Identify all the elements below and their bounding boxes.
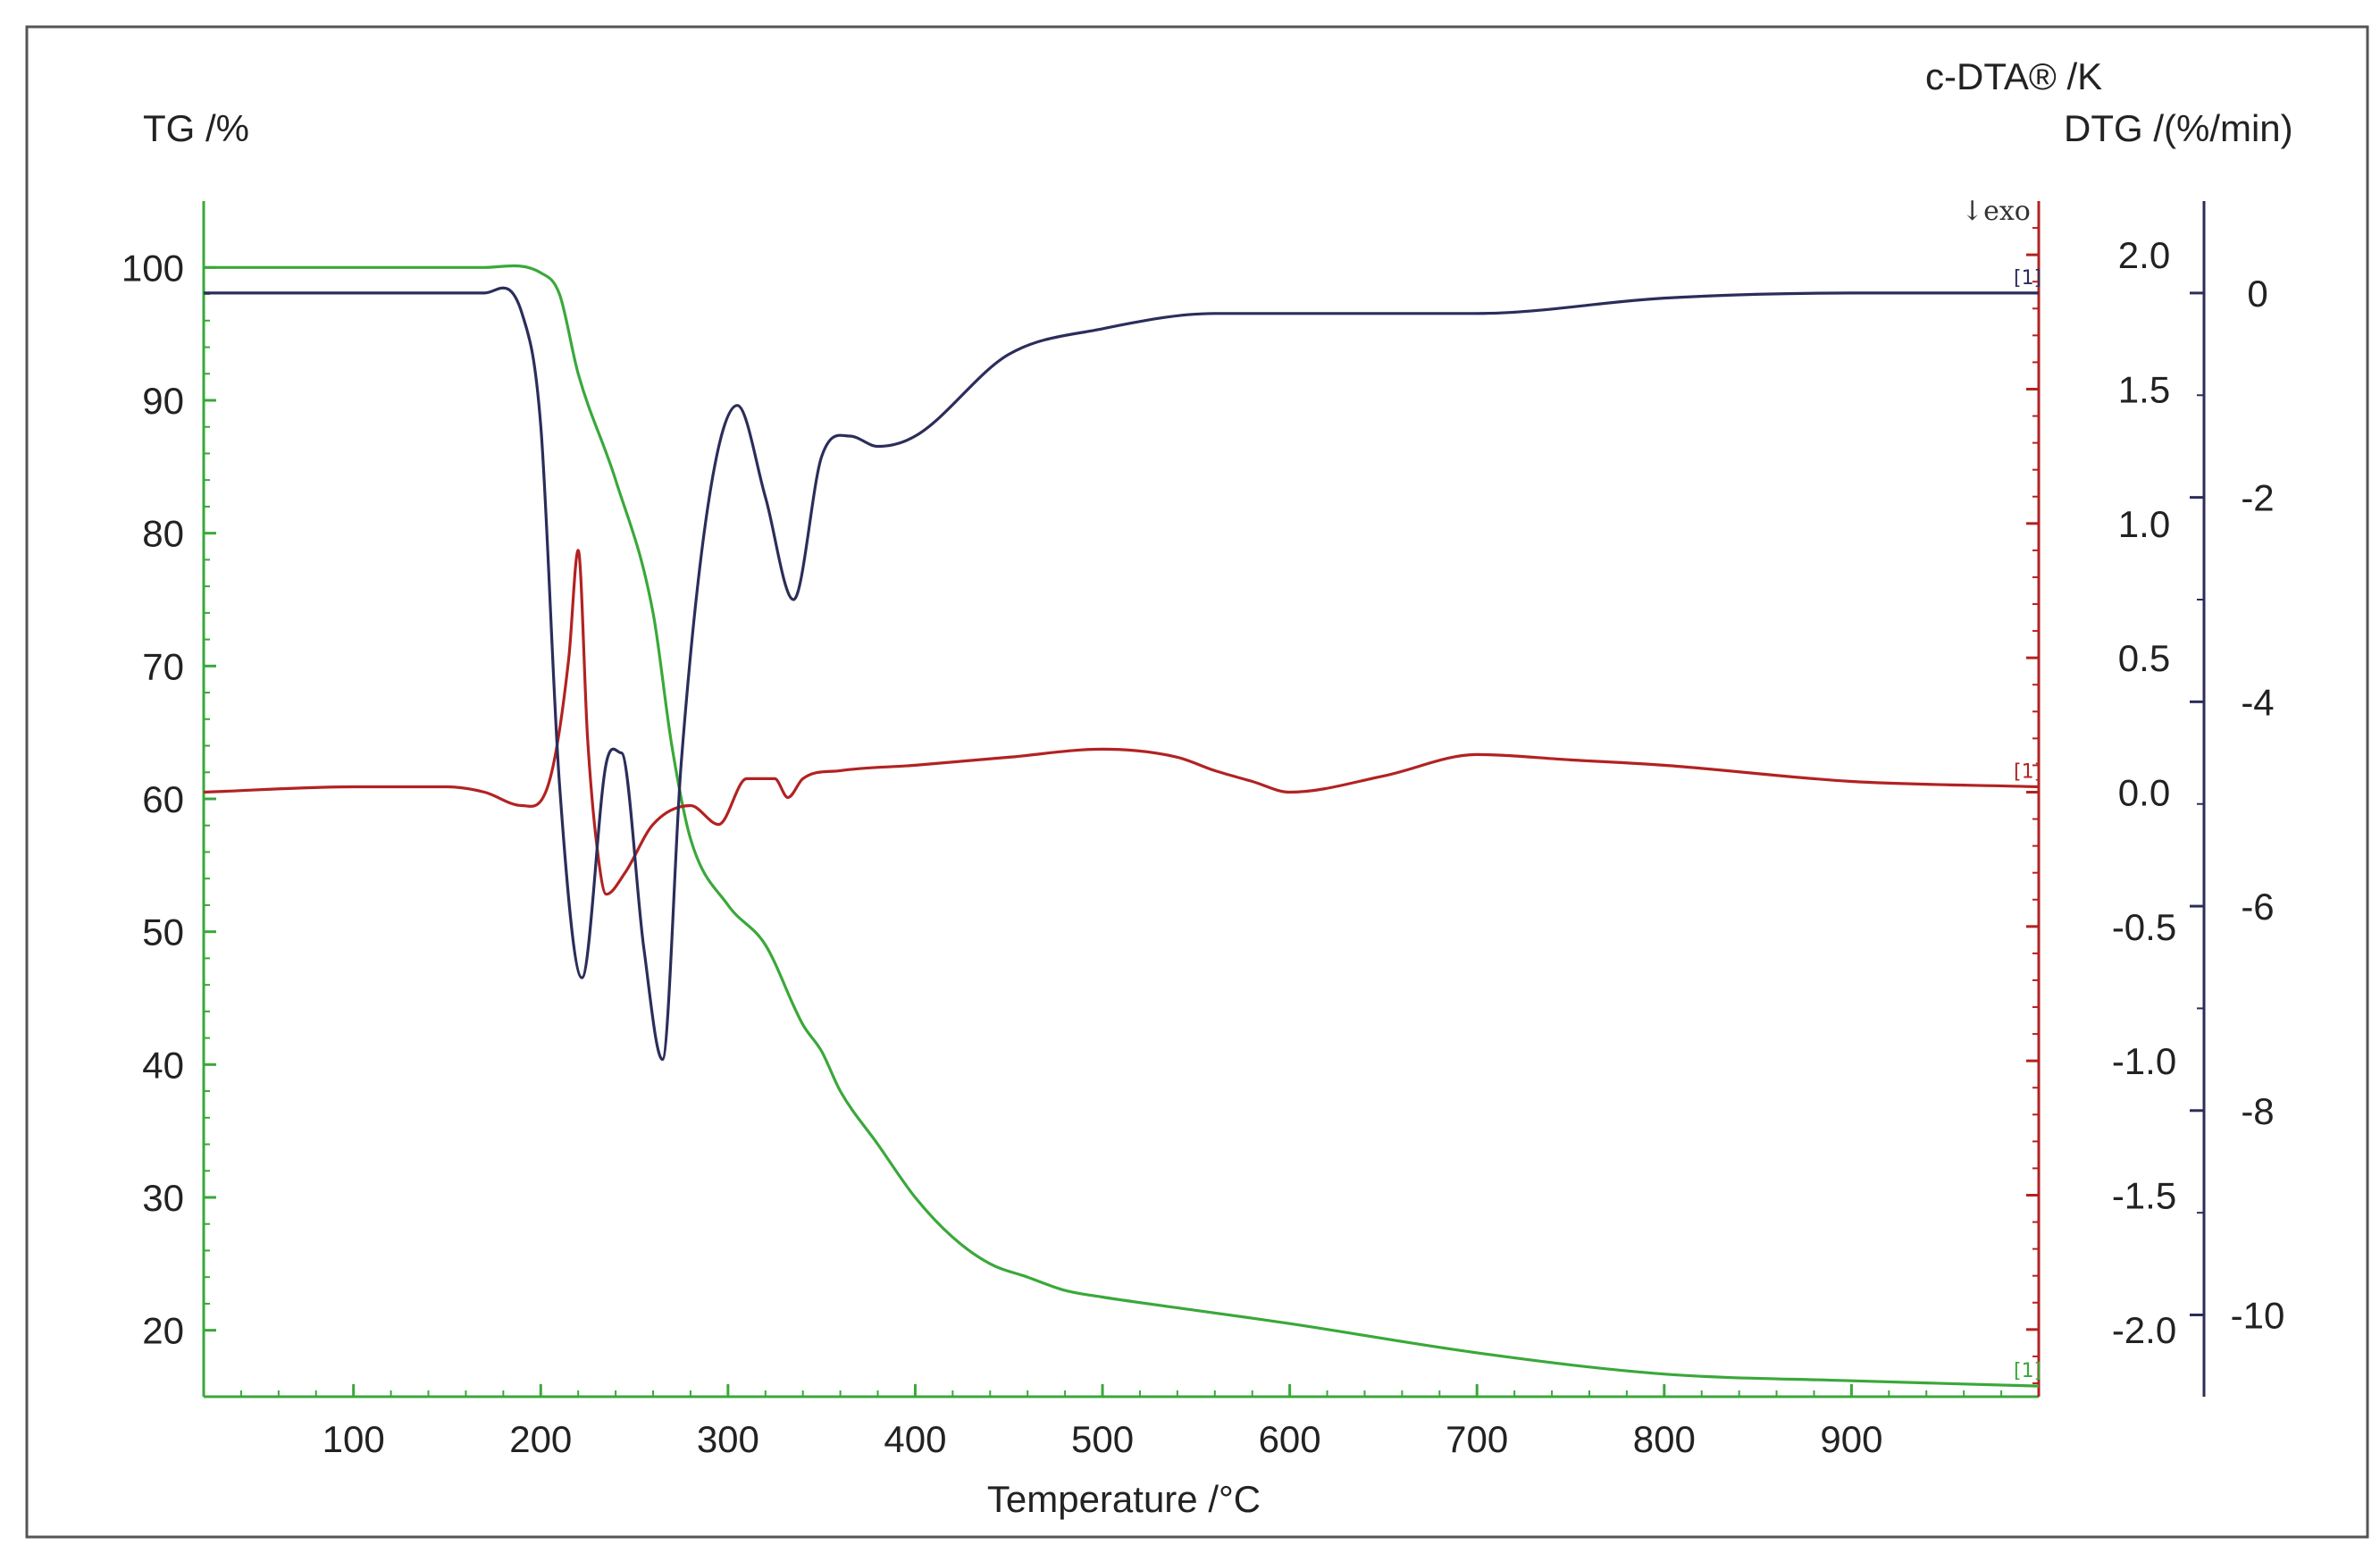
- dta-tick-label: -1.0: [2112, 1040, 2176, 1082]
- dtg-tick-label: -2: [2241, 477, 2274, 519]
- dtg-axis-label: DTG /(%/min): [2064, 107, 2293, 149]
- tg-tick-label: 50: [142, 911, 184, 953]
- dta-tick-label: 1.5: [2118, 368, 2170, 410]
- series-lines: [203, 264, 2040, 1388]
- x-axis-label: Temperature /°C: [987, 1478, 1261, 1520]
- dtg-curve: [204, 286, 2039, 1062]
- dta-tick-label: -0.5: [2112, 906, 2176, 948]
- tick-marks: [204, 227, 2204, 1397]
- tg-axis-label: TG /%: [143, 107, 249, 149]
- x-tick-label: 200: [509, 1418, 572, 1460]
- tick-labels: 100 200 300 400 500 600 700 800 9001009080706050…: [122, 234, 2284, 1460]
- dtg-tick-label: -8: [2241, 1090, 2274, 1132]
- dta-tick-label: 0.5: [2118, 637, 2170, 679]
- dta-curve-marker: [1]: [2014, 760, 2041, 783]
- dta-tick-label: -2.0: [2112, 1309, 2176, 1351]
- series-markers: [1] [1] [1]: [2014, 267, 2041, 1382]
- dta-tick-label: 2.0: [2118, 234, 2170, 276]
- tg-tick-label: 60: [142, 778, 184, 820]
- x-tick-label: 400: [884, 1418, 946, 1460]
- x-tick-label: 300: [697, 1418, 759, 1460]
- exo-annotation: ↓exo: [1961, 196, 2031, 227]
- dtg-tick-label: -6: [2241, 886, 2274, 928]
- dtg-curve-marker: [1]: [2014, 267, 2041, 290]
- x-tick-label: 800: [1633, 1418, 1696, 1460]
- tg-tick-label: 20: [142, 1310, 184, 1352]
- x-tick-label: 700: [1446, 1418, 1508, 1460]
- chart-frame: [25, 25, 2369, 1539]
- dta-tick-label: -1.5: [2112, 1174, 2176, 1216]
- tg-tick-label: 70: [142, 645, 184, 687]
- x-tick-label: 900: [1820, 1418, 1882, 1460]
- dtg-tick-label: -10: [2231, 1295, 2285, 1337]
- x-tick-label: 500: [1071, 1418, 1134, 1460]
- x-tick-label: 600: [1259, 1418, 1321, 1460]
- dtg-tick-label: -4: [2241, 681, 2274, 723]
- dta-tick-label: 1.0: [2118, 503, 2170, 545]
- dtg-tick-label: 0: [2247, 273, 2267, 315]
- tg-curve-marker: [1]: [2014, 1360, 2041, 1382]
- dta-tick-label: 0.0: [2118, 771, 2170, 813]
- x-tick-label: 100: [323, 1418, 385, 1460]
- tg-tick-label: 90: [142, 380, 184, 422]
- tg-tick-label: 80: [142, 513, 184, 555]
- tg-tick-label: 100: [122, 247, 184, 289]
- tg-tick-label: 30: [142, 1177, 184, 1219]
- tg-tick-label: 40: [142, 1044, 184, 1086]
- dta-axis-label: c-DTA® /K: [1925, 55, 2102, 97]
- tg-curve: [203, 264, 2040, 1388]
